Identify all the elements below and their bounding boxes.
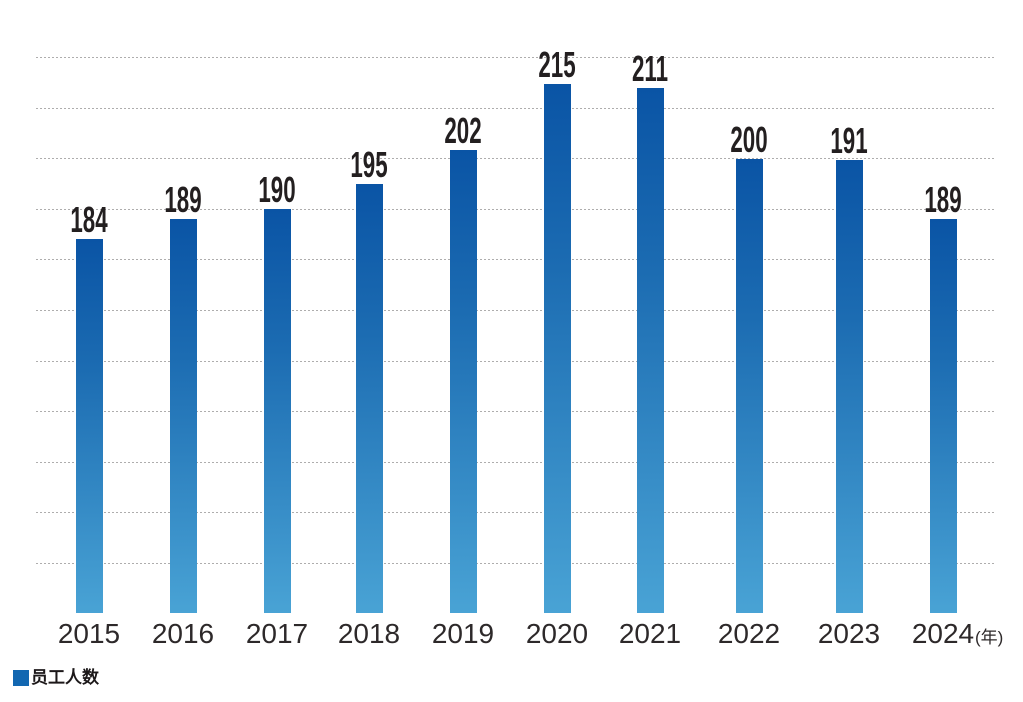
bar-2015 [75,239,103,613]
value-label-2023: 191 [830,120,868,161]
gridline [36,411,995,412]
x-axis-label-2019: 2019 [431,618,495,649]
value-label-2024: 189 [924,179,962,220]
bar-2016 [169,219,197,613]
gridline [36,57,995,58]
gridline [36,361,995,362]
value-label-2017: 190 [258,169,296,210]
bar-2020 [543,84,571,613]
bar-2017 [263,209,291,613]
x-axis-label-2015: 2015 [57,618,121,649]
value-label-2016: 189 [164,179,202,220]
x-axis-label-2021: 2021 [618,618,682,649]
x-axis-label-2016: 2016 [151,618,215,649]
gridline [36,310,995,311]
gridline [36,259,995,260]
bar-2021 [636,88,664,613]
legend-swatch-icon [13,670,29,686]
x-axis-label-2023: 2023 [817,618,881,649]
legend: 员工人数 [13,668,99,688]
value-label-2022: 200 [730,119,768,160]
value-label-2020: 215 [538,44,576,85]
bar-2019 [449,150,477,613]
x-axis-label-2024: 2024 [911,618,975,649]
x-axis-label-2020: 2020 [525,618,589,649]
value-label-2021: 211 [631,48,668,89]
x-axis-label-2018: 2018 [337,618,401,649]
value-label-2018: 195 [350,144,388,185]
bar-2018 [355,184,383,613]
gridline [36,158,995,159]
x-axis-unit-label: (年) [975,628,1004,647]
x-axis-label-2022: 2022 [717,618,781,649]
bar-2022 [735,159,763,613]
gridline [36,512,995,513]
x-axis-label-2017: 2017 [245,618,309,649]
gridline [36,462,995,463]
bar-2024 [929,219,957,613]
gridline [36,108,995,109]
value-label-2019: 202 [444,110,482,151]
gridline [36,563,995,564]
gridline [36,209,995,210]
value-label-2015: 184 [70,199,108,240]
bar-2023 [835,160,863,613]
legend-label: 员工人数 [31,668,99,687]
